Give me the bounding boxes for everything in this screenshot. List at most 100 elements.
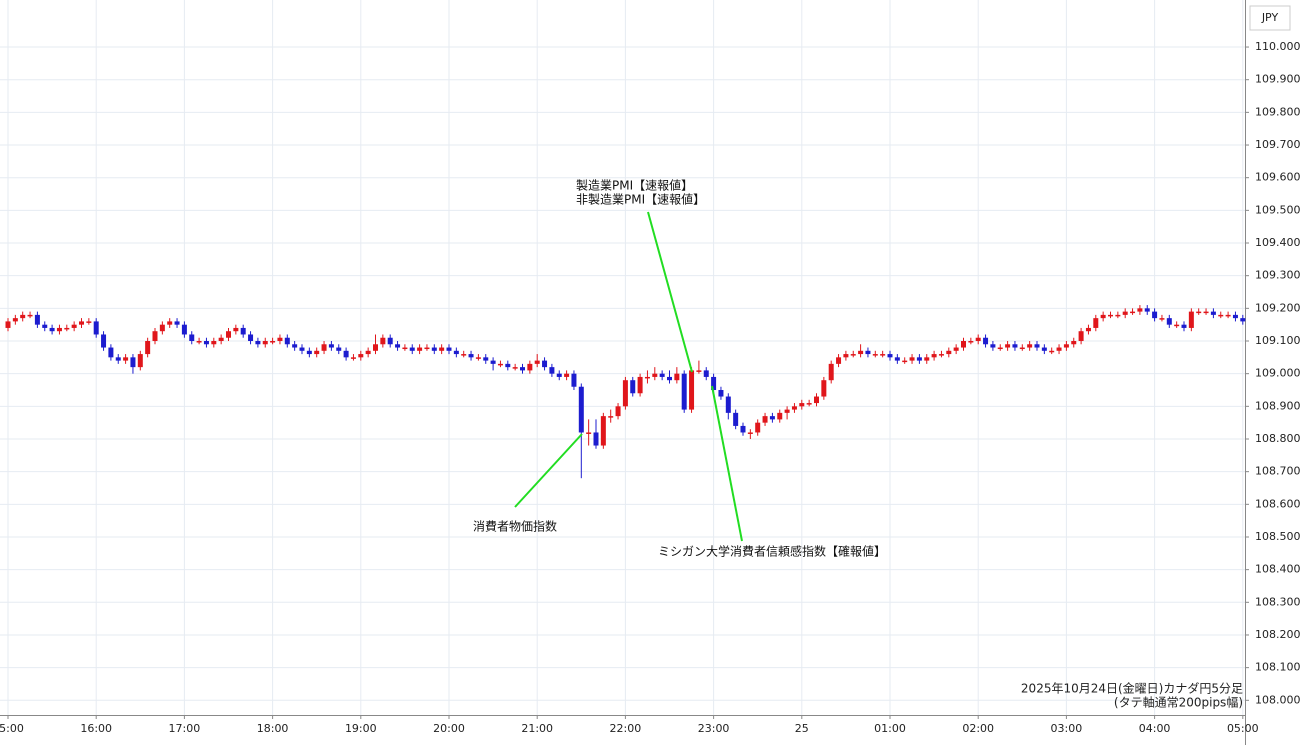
- candle-body: [12, 318, 18, 322]
- candle-body: [1027, 344, 1033, 348]
- candle-body: [350, 357, 356, 359]
- candle-body: [27, 314, 33, 317]
- candle-body: [520, 367, 525, 371]
- candle-body: [1166, 318, 1172, 325]
- x-tick-label: 03:00: [1051, 722, 1083, 735]
- candle-body: [226, 331, 231, 338]
- candle-body: [659, 373, 665, 377]
- candle-body: [108, 347, 114, 358]
- candle-body: [365, 350, 371, 355]
- candle-body: [483, 357, 489, 361]
- candle-body: [799, 403, 805, 407]
- candle-body: [306, 350, 312, 355]
- candle-body: [196, 341, 202, 343]
- candle-body: [20, 314, 26, 319]
- candle-body: [277, 337, 283, 342]
- candle-body: [564, 373, 570, 377]
- candle-body: [1085, 327, 1091, 332]
- candle-body: [395, 344, 401, 348]
- candle-body: [622, 380, 628, 407]
- candle-body: [909, 357, 915, 361]
- candle-body: [674, 373, 680, 381]
- candle-body: [145, 341, 151, 355]
- x-tick-label: 04:00: [1139, 722, 1171, 735]
- candle-body: [1232, 314, 1238, 319]
- candle-body: [938, 354, 944, 356]
- y-tick-label: 109.900: [1255, 73, 1300, 86]
- candle-body: [1005, 344, 1011, 348]
- candle-body: [1137, 308, 1143, 312]
- annotation-label: ミシガン大学消費者信頼感指数【確報値】: [658, 544, 886, 559]
- y-tick-label: 108.600: [1255, 497, 1300, 510]
- candle-body: [248, 334, 254, 342]
- candle-body: [211, 341, 217, 345]
- candle-body: [865, 350, 871, 355]
- annotation-label: 非製造業PMI【速報値】: [576, 192, 705, 207]
- candle-body: [417, 347, 423, 351]
- candle-body: [5, 321, 11, 328]
- candle-body: [380, 337, 386, 345]
- candle-body: [571, 373, 577, 387]
- footer-line: 2025年10月24日(金曜日)カナダ円5分足: [1021, 681, 1243, 696]
- y-tick-label: 109.500: [1255, 203, 1300, 216]
- candle-body: [409, 347, 415, 351]
- candle-body: [159, 324, 165, 332]
- candle-body: [1012, 344, 1018, 348]
- x-tick-label: 02:00: [962, 722, 994, 735]
- x-tick-label: 20:00: [433, 722, 465, 735]
- annotation-label: 製造業PMI【速報値】: [576, 178, 693, 193]
- annotation-line: [711, 385, 743, 542]
- candle-body: [1100, 314, 1106, 319]
- candle-body: [1049, 350, 1055, 353]
- candle-body: [152, 331, 158, 342]
- candle-body: [718, 390, 724, 397]
- x-tick-label: 15:00: [0, 722, 24, 735]
- candle-body: [86, 321, 92, 323]
- candle-body: [1181, 324, 1187, 328]
- candle-body: [916, 357, 922, 361]
- candle-body: [1152, 311, 1158, 319]
- candle-body: [997, 347, 1003, 350]
- candle-body: [49, 327, 55, 332]
- candle-body: [667, 376, 672, 381]
- candle-body: [123, 357, 129, 361]
- candle-body: [475, 357, 481, 359]
- candle-body: [814, 396, 819, 404]
- y-tick-label: 109.700: [1255, 138, 1300, 151]
- candle-body: [527, 363, 533, 371]
- candle-body: [402, 347, 408, 350]
- candle-body: [424, 347, 430, 350]
- candle-body: [497, 363, 503, 366]
- annotation-line: [647, 211, 693, 373]
- candle-body: [79, 321, 84, 325]
- candle-body: [1159, 318, 1165, 320]
- y-tick-label: 109.600: [1255, 171, 1300, 184]
- candle-body: [711, 376, 717, 390]
- x-tick-label: 18:00: [257, 722, 289, 735]
- y-tick-label: 108.500: [1255, 530, 1300, 543]
- x-tick-label: 17:00: [169, 722, 201, 735]
- candle-body: [174, 321, 180, 325]
- candle-body: [791, 406, 797, 410]
- candle-body: [130, 357, 136, 368]
- candle-body: [931, 354, 937, 358]
- candle-body: [762, 416, 768, 423]
- y-tick-label: 108.000: [1255, 693, 1300, 706]
- candle-body: [1056, 347, 1062, 351]
- candle-body: [902, 360, 908, 363]
- candle-body: [703, 370, 709, 377]
- candle-body: [747, 432, 753, 434]
- candle-body: [328, 344, 334, 348]
- candle-body: [181, 324, 187, 335]
- candle-body: [262, 341, 268, 345]
- candle-body: [468, 354, 474, 358]
- candle-body: [284, 337, 290, 345]
- candle-body: [549, 367, 555, 374]
- candle-body: [453, 350, 459, 355]
- candle-body: [696, 370, 702, 372]
- y-tick-label: 108.800: [1255, 432, 1300, 445]
- y-tick-label: 108.100: [1255, 661, 1300, 674]
- candle-body: [975, 337, 981, 342]
- candle-body: [681, 373, 687, 410]
